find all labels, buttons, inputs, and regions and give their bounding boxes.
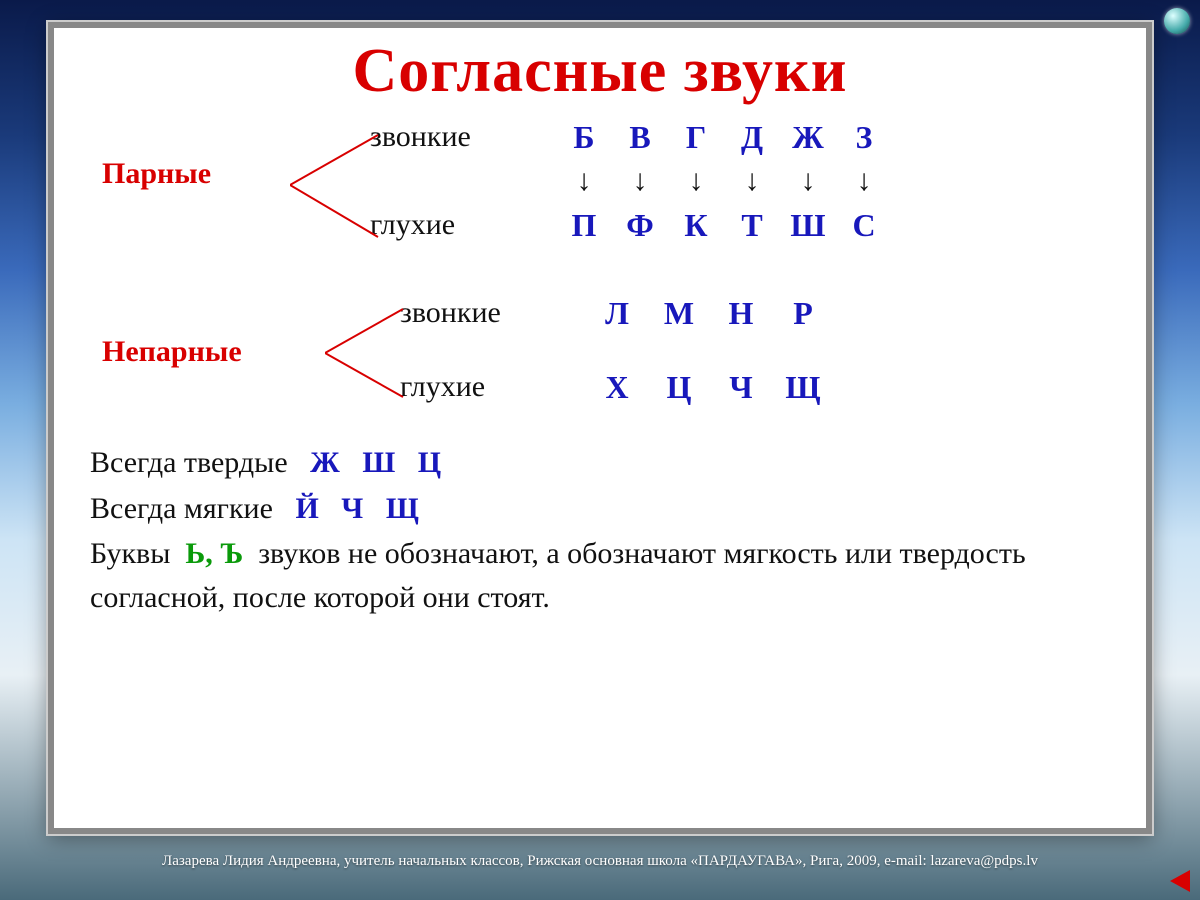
letter: Щ (772, 369, 834, 406)
paired-voiced-row: звонкие Б В Г Д Ж З (90, 113, 1110, 161)
unpaired-voiced-letters: Л М Н Р (586, 295, 834, 332)
voiceless-label: глухие (400, 370, 586, 404)
notes-block: Всегда твердые Ж Ш Ц Всегда мягкие Й Ч Щ… (90, 441, 1110, 619)
letter: Щ (386, 492, 419, 525)
letter: Ш (780, 207, 836, 244)
unpaired-voiced-row: звонкие Л М Н Р (90, 289, 1110, 337)
letter: З (836, 119, 892, 156)
letter: Ц (418, 446, 441, 479)
unpaired-label: Непарные (102, 335, 242, 369)
footer-credit: Лазарева Лидия Андреевна, учитель началь… (0, 853, 1200, 870)
letter: Ж (310, 446, 340, 479)
signs-prefix: Буквы (90, 537, 170, 570)
letter: Г (668, 119, 724, 156)
back-arrow-icon[interactable] (1170, 870, 1190, 892)
always-soft-line: Всегда мягкие Й Ч Щ (90, 487, 1110, 531)
letter: Й (295, 492, 318, 525)
letter: Р (772, 295, 834, 332)
unpaired-voiceless-letters: Х Ц Ч Щ (586, 369, 834, 406)
unpaired-voiceless-row: глухие Х Ц Ч Щ (90, 363, 1110, 411)
paired-section: Парные звонкие Б В Г Д Ж З ↓ ↓ ↓ ↓ ↓ ↓ г… (90, 113, 1110, 249)
letter: Б (556, 119, 612, 156)
letter: Д (724, 119, 780, 156)
signs-letters: Ь, Ъ (185, 537, 243, 570)
down-arrow-icon: ↓ (556, 164, 612, 198)
voiced-label: звонкие (400, 296, 586, 330)
signs-line: Буквы Ь, Ъ звуков не обозначают, а обозн… (90, 532, 1110, 619)
letter: М (648, 295, 710, 332)
voiced-label: звонкие (370, 120, 556, 154)
letter: Х (586, 369, 648, 406)
letter: Ш (362, 446, 395, 479)
paired-voiced-letters: Б В Г Д Ж З (556, 119, 892, 156)
down-arrow-icon: ↓ (780, 164, 836, 198)
paired-voiceless-row: глухие П Ф К Т Ш С (90, 201, 1110, 249)
slide-frame: Согласные звуки Парные звонкие Б В Г Д Ж… (48, 22, 1152, 834)
paired-label: Парные (102, 157, 211, 191)
letter: Ф (612, 207, 668, 244)
down-arrow-icon: ↓ (724, 164, 780, 198)
letter: В (612, 119, 668, 156)
letter: С (836, 207, 892, 244)
paired-voiceless-letters: П Ф К Т Ш С (556, 207, 892, 244)
down-arrow-icon: ↓ (836, 164, 892, 198)
down-arrow-icon: ↓ (612, 164, 668, 198)
letter: Ч (710, 369, 772, 406)
always-hard-label: Всегда твердые (90, 446, 288, 479)
letter: Л (586, 295, 648, 332)
letter: П (556, 207, 612, 244)
letter: Ж (780, 119, 836, 156)
always-hard-line: Всегда твердые Ж Ш Ц (90, 441, 1110, 485)
letter: К (668, 207, 724, 244)
always-soft-label: Всегда мягкие (90, 492, 273, 525)
unpaired-section: Непарные звонкие Л М Н Р глухие Х Ц Ч Щ (90, 289, 1110, 411)
letter: Ч (341, 492, 363, 525)
letter: Ц (648, 369, 710, 406)
globe-icon (1164, 8, 1190, 34)
letter: Н (710, 295, 772, 332)
slide-title: Согласные звуки (90, 36, 1110, 107)
voiceless-label: глухие (370, 208, 556, 242)
down-arrow-icon: ↓ (668, 164, 724, 198)
letter: Т (724, 207, 780, 244)
paired-arrows: ↓ ↓ ↓ ↓ ↓ ↓ (556, 161, 1110, 201)
